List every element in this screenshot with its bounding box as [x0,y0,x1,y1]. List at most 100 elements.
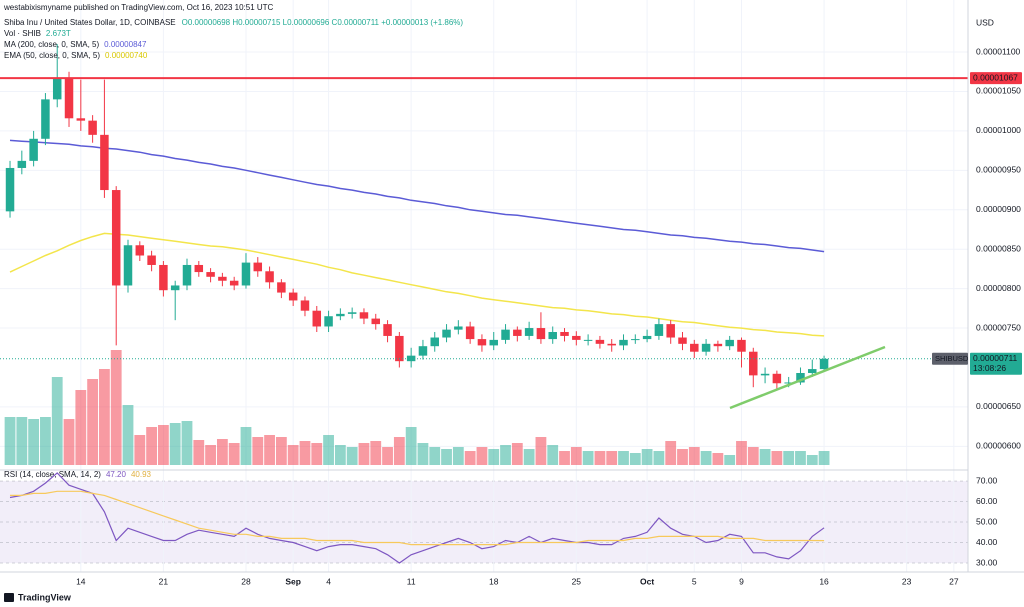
volume-bar [323,435,334,465]
volume-bar [464,451,476,465]
candle-body [583,339,593,341]
volume-bar [346,447,358,465]
x-tick-label: 11 [407,576,416,586]
volume-bar [476,447,488,465]
y-tick-label: 0.00000900 [976,204,1021,214]
symbol-tag: SHIBUSD [935,354,969,363]
candle-body [713,343,723,347]
candle-body [206,272,215,277]
y-tick-label: 70.00 [976,475,998,485]
candle-body [501,329,510,340]
x-tick-label: 18 [489,576,499,586]
volume-bar [299,441,311,465]
volume-bar [582,451,594,465]
volume-bar [441,449,452,465]
volume-bar [594,451,606,465]
moving-average-line [9,139,825,253]
volume-bar [783,451,795,465]
rsi-title: RSI (14, close, SMA, 14, 2) [4,470,101,479]
x-tick-label: 27 [949,576,959,586]
volume-bar [511,443,523,465]
volume-bar [429,447,441,465]
y-tick-label: 0.00001100 [976,46,1021,56]
candle-body [454,326,463,330]
candle-body [631,339,640,341]
candle-body [241,262,251,286]
volume-bar [724,455,736,465]
candle-body [371,318,381,325]
volume-bar [665,441,677,465]
volume-bar [629,453,641,465]
x-tick-label: 5 [692,576,697,586]
volume-bar [688,447,700,465]
candle-body [52,78,62,100]
x-tick-label: 16 [819,576,829,586]
candle-body [642,335,652,340]
vol-line: Vol · SHIB 2.673T [4,29,71,38]
x-tick-label: Sep [285,576,301,586]
volume-bar [712,453,724,465]
volume-bar [228,443,240,465]
candle-body [100,134,109,191]
candle-body [524,328,534,336]
x-tick-label: 23 [902,576,912,586]
volume-bar [28,419,40,465]
vol-value: 2.673T [46,29,71,38]
volume-bar [4,417,16,465]
volume-bar [452,447,464,465]
rsi-ma-value: 40.93 [131,470,152,479]
y-tick-label: 0.00000800 [976,283,1021,293]
volume-bar [653,451,665,465]
trendline-drawing [729,345,886,410]
candle-body [347,312,357,314]
volume-bar [51,377,63,465]
candle-body [324,316,333,327]
y-tick-label: 50.00 [976,516,998,526]
y-tick-label: 0.00001050 [976,86,1021,96]
candle-body [477,339,487,346]
candle-body [819,358,829,370]
publisher: westabixismyname published on TradingVie… [3,3,274,12]
y-tick-label: 0.00000750 [976,322,1021,332]
candle-body [253,262,263,272]
candle-body [111,190,121,286]
candle-body [701,343,711,352]
volume-bar [99,369,110,465]
candle-body [760,373,770,376]
ema-label: EMA (50, close, 0, SMA, 5) [4,51,100,60]
candle-body [170,285,180,291]
candle-body [41,99,50,139]
volume-bar [40,417,51,465]
vol-label: Vol · SHIB [4,29,41,38]
candle-body [654,324,664,336]
candle-body [442,329,451,338]
volume-bar [146,427,157,465]
volume-bar [75,390,87,465]
volume-bar [16,417,28,465]
footer-brand: TradingView [18,592,72,602]
volume-bar [488,449,500,465]
price-tag-label: 0.00000711 [973,353,1018,363]
volume-bar [87,379,99,465]
candle-body [796,373,805,383]
volume-bar [795,451,806,465]
x-tick-label: 9 [739,576,744,586]
x-tick-label: Oct [640,576,654,586]
symbol-tag-box [932,352,968,365]
volume-bar [311,443,323,465]
currency: USD [976,17,994,27]
ema-value: 0.00000740 [105,51,148,60]
volume-bar [287,445,299,465]
x-tick-label: 21 [159,576,169,586]
candle-body [607,343,616,346]
candle-body [159,264,168,291]
rsi-pane [0,480,968,564]
volume-bar [618,451,629,465]
rsi-line: RSI (14, close, SMA, 14, 2) 47.20 40.93 [4,470,152,479]
footer-logo: TradingView [4,592,72,602]
candle-body [678,337,687,344]
level-price-label: 0.00001067 [973,72,1018,82]
x-tick-label: 28 [241,576,251,586]
volume-bar [134,435,146,465]
rsi-line [9,472,825,564]
